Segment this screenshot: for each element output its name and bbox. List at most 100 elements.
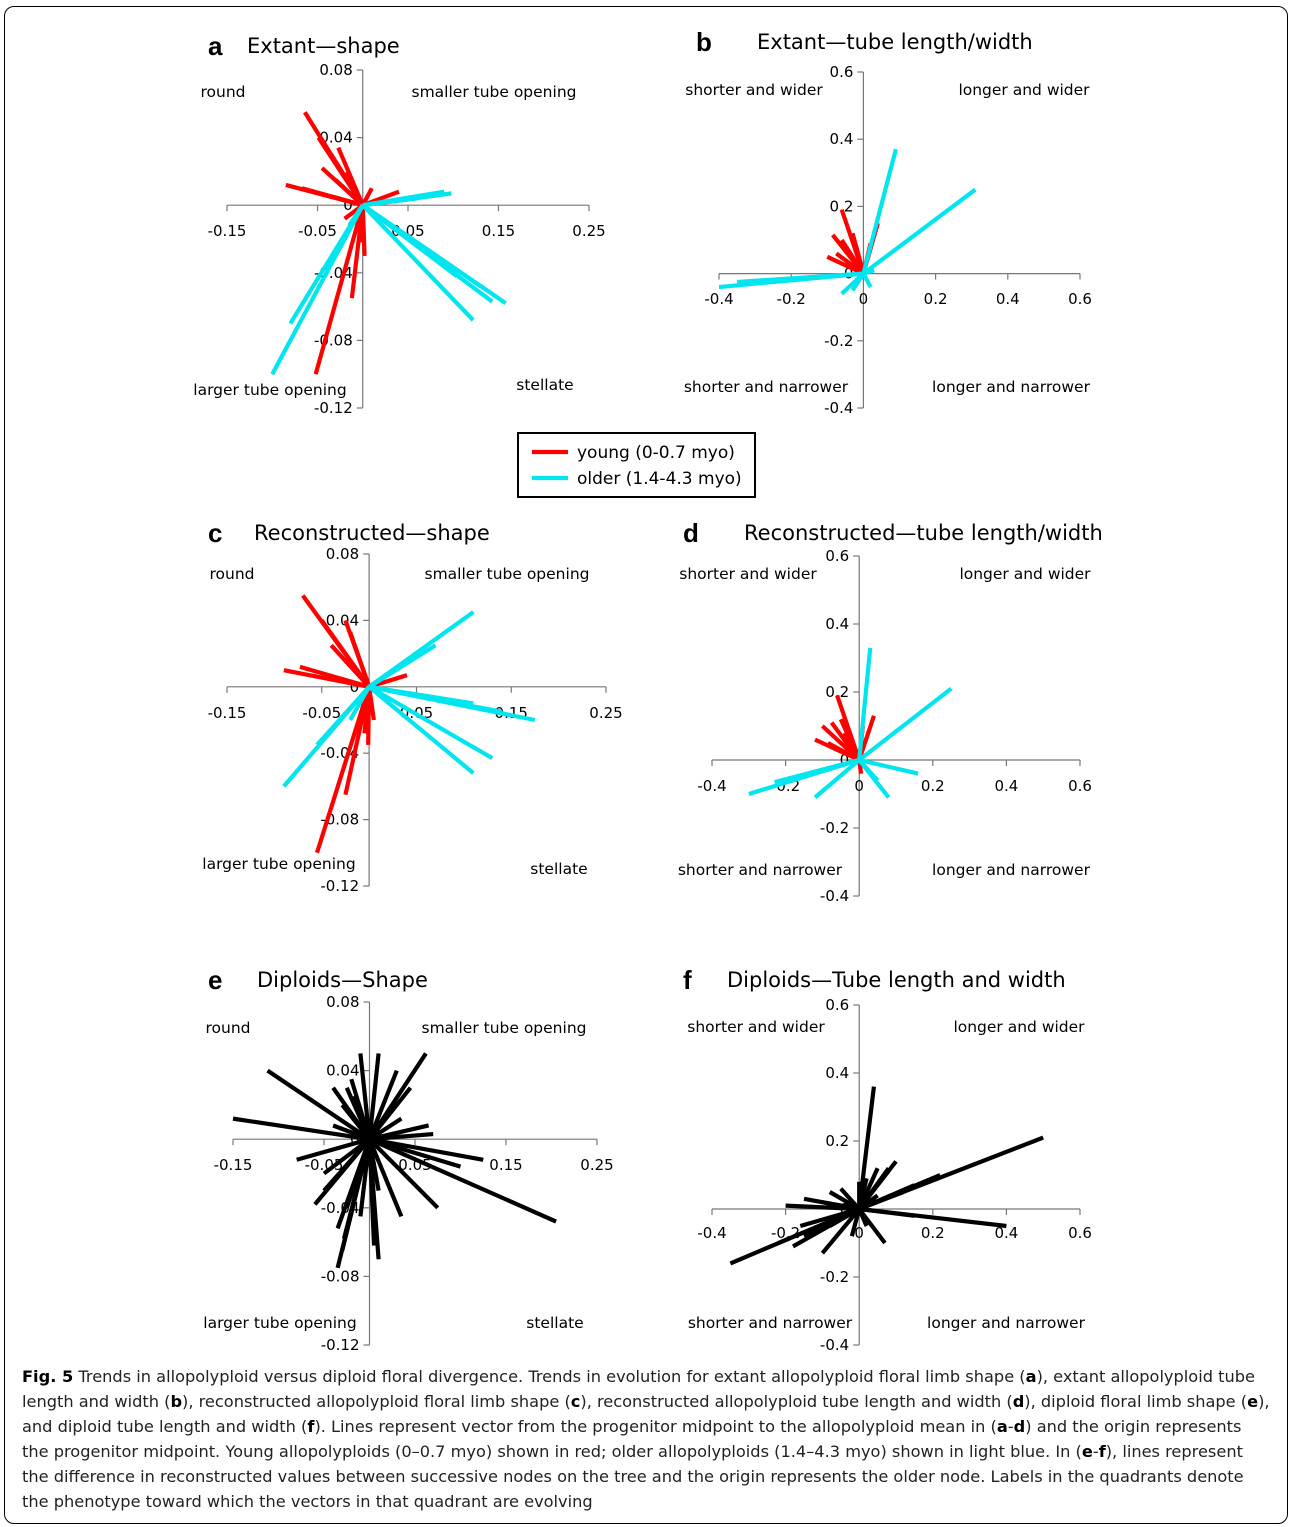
quadrant-label: longer and narrower [927, 1314, 1086, 1332]
y-tick-label: 0 [343, 196, 353, 214]
vector-line [839, 1207, 861, 1222]
vector-line [369, 1137, 484, 1162]
caption-panel-ref: d [1013, 1417, 1026, 1436]
x-tick-label: 0 [854, 777, 864, 795]
quadrant-label: shorter and wider [687, 1018, 825, 1036]
x-tick-label: 0.05 [398, 1156, 431, 1174]
quadrant-label: longer and narrower [932, 378, 1091, 396]
y-tick-label: 0.2 [830, 197, 854, 215]
vector-line [334, 178, 365, 207]
legend-box [517, 432, 756, 498]
vector-line [820, 1207, 861, 1255]
panel-a: a Extant—shape-0.15 -0.05 0.05 0.15 0.250.080… [193, 31, 605, 417]
panel-title: Reconstructed—shape [254, 521, 490, 545]
vector-line [849, 1208, 862, 1237]
quadrant-label: stellate [526, 1314, 583, 1332]
vector-line [736, 271, 864, 285]
y-tick-label: -0.08 [314, 331, 353, 349]
caption-panel-ref: c [570, 1392, 581, 1411]
y-tick-label: -0.2 [824, 332, 853, 350]
panel-e: e Diploids—Shape -0.15 -0.05 0.05 0.15 0.25 0.0… [203, 965, 613, 1354]
vector-line [862, 268, 875, 276]
caption-text: ) and the origin represents the progenit… [22, 1417, 1242, 1461]
vector-line [360, 187, 374, 207]
figure-frame [4, 6, 1288, 1524]
y-tick-label: 0.04 [319, 129, 352, 147]
quadrant-label: larger tube opening [193, 381, 346, 399]
panel-letter: b [696, 27, 712, 57]
vector-line [340, 1138, 372, 1252]
caption-text: ), extant allopolyploid tube length and … [22, 1367, 1255, 1411]
x-tick-label: 0.25 [580, 1156, 613, 1174]
x-tick-label: 0.4 [994, 1224, 1018, 1242]
vector-line [299, 664, 370, 689]
vector-line [857, 647, 873, 761]
caption-panel-ref: e [1247, 1392, 1259, 1411]
x-tick-label: 0.6 [1068, 777, 1092, 795]
x-tick-label: 0.2 [921, 777, 945, 795]
caption-text: ), lines represent the difference in rec… [22, 1442, 1244, 1511]
quadrant-label: stellate [530, 860, 587, 878]
quadrant-label: shorter and narrower [678, 861, 843, 879]
panel-title: Diploids—Shape [257, 968, 428, 992]
vector-line [368, 1137, 557, 1224]
x-tick-label: 0 [854, 1224, 864, 1242]
vector-line [232, 1116, 370, 1142]
caption-text: ), diploid floral limb shape ( [1024, 1392, 1248, 1411]
quadrant-label: shorter and wider [679, 565, 817, 583]
x-tick-label: -0.05 [302, 704, 341, 722]
y-tick-label: 0.2 [825, 1132, 849, 1150]
caption-text: - [1092, 1442, 1099, 1461]
vector-line [349, 204, 365, 299]
caption-text: ). Lines represent vector from the proge… [314, 1417, 997, 1436]
panel-letter: a [208, 31, 223, 61]
vector-line [857, 1193, 879, 1211]
vector-line [358, 1053, 372, 1140]
y-tick-label: 0.6 [830, 63, 854, 81]
panel-letter: e [208, 965, 222, 995]
vector-line [348, 631, 372, 688]
caption-text: - [1007, 1417, 1014, 1436]
vector-line [857, 1086, 877, 1210]
x-tick-label: 0.25 [572, 222, 605, 240]
legend-label: older (1.4-4.3 myo) [577, 469, 742, 489]
legend-label: young (0-0.7 myo) [577, 443, 735, 463]
vector-line [367, 1138, 404, 1218]
y-tick-label: 0.4 [825, 1064, 849, 1082]
quadrant-label: round [205, 1019, 250, 1037]
figure-caption: Fig. 5 Trends in allopolyploid versus di… [22, 1364, 1272, 1514]
legend: young (0-0.7 myo) older (1.4-4.3 myo) [517, 432, 756, 498]
vector-line [358, 1138, 372, 1217]
x-tick-label: 0.15 [489, 1156, 522, 1174]
x-tick-label: -0.15 [214, 1156, 253, 1174]
caption-panel-ref: a [996, 1417, 1008, 1436]
caption-panel-ref: f [307, 1417, 315, 1436]
panel-letter: c [208, 518, 222, 548]
quadrant-label: stellate [516, 376, 573, 394]
vector-line [367, 1086, 413, 1141]
vector-line [367, 685, 475, 775]
vector-line [296, 1137, 371, 1162]
x-tick-label: 0.2 [924, 290, 948, 308]
x-tick-label: 0.15 [482, 222, 515, 240]
quadrant-label: longer and wider [953, 1018, 1085, 1036]
vector-line [861, 148, 898, 275]
y-tick-label: 0.08 [326, 545, 359, 563]
vector-line [313, 204, 365, 375]
quadrant-label: smaller tube opening [422, 1019, 587, 1037]
y-tick-label: -0.12 [314, 399, 353, 417]
panel-title: Extant—shape [247, 34, 400, 58]
quadrant-label: longer and wider [959, 565, 1091, 583]
y-tick-label: 0 [840, 751, 850, 769]
panel-letter: f [683, 965, 692, 995]
vector-line [842, 731, 862, 761]
y-tick-label: 0.04 [326, 1062, 359, 1080]
y-tick-label: -0.12 [321, 1336, 360, 1354]
vector-line [347, 204, 365, 227]
panel-title: Extant—tube length/width [757, 30, 1033, 54]
y-tick-label: 0.6 [825, 996, 849, 1014]
vector-line [813, 758, 861, 800]
y-tick-label: -0.4 [820, 1336, 849, 1354]
vector-line [857, 686, 953, 762]
vector-line [369, 1123, 430, 1142]
